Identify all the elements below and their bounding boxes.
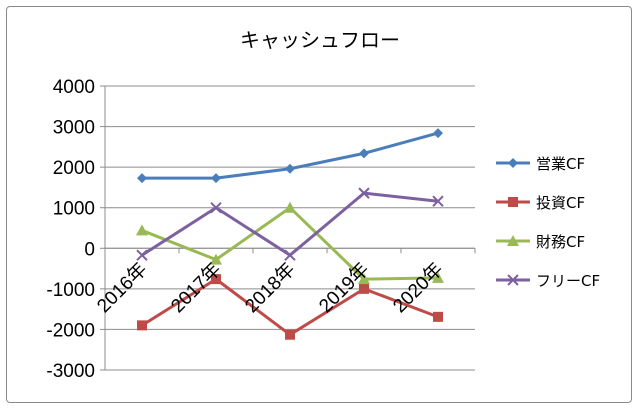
marker-stroke — [136, 249, 148, 261]
legend-entry: フリーCF — [496, 272, 600, 290]
data-point-marker — [285, 163, 295, 174]
data-series — [136, 128, 444, 340]
y-tick-label: 2000 — [53, 158, 95, 179]
data-point-marker — [359, 148, 369, 159]
data-point-marker — [507, 274, 519, 286]
y-axis-tick-labels: 4000 3000 2000 1000 0 -1000 -2000 -3000 — [46, 77, 95, 382]
legend: 営業CF 投資CF 財務CF フリーCF — [496, 155, 600, 290]
marker-stroke — [432, 195, 444, 207]
x-tick-label: 2017年 — [167, 258, 226, 317]
y-tick-label: 0 — [84, 239, 95, 260]
chart-title: キャッシュフロー — [240, 28, 400, 52]
legend-entry: 投資CF — [496, 194, 585, 212]
data-point-marker — [358, 187, 370, 199]
series-投資CF — [137, 274, 443, 340]
x-axis-tick-labels: 2016年 2017年 2018年 2019年 2020年 — [93, 258, 448, 317]
y-tick-label: -1000 — [46, 280, 95, 301]
chart-frame — [6, 6, 632, 403]
data-point-marker — [284, 249, 296, 261]
data-point-marker — [507, 235, 519, 246]
legend-entry: 財務CF — [496, 233, 585, 251]
legend-label: 営業CF — [536, 155, 585, 173]
data-point-marker — [137, 320, 147, 331]
data-point-marker — [432, 195, 444, 207]
legend-label: 財務CF — [536, 233, 585, 251]
data-point-marker — [508, 158, 518, 168]
data-point-marker — [284, 201, 296, 213]
y-tick-label: 4000 — [53, 77, 95, 98]
marker-stroke — [210, 202, 222, 214]
legend-label: フリーCF — [536, 272, 600, 290]
series-財務CF — [136, 201, 444, 285]
data-point-marker — [433, 128, 443, 139]
data-point-marker — [432, 271, 444, 283]
series-フリーCF — [136, 187, 444, 261]
y-tick-label: -2000 — [46, 320, 95, 341]
data-point-marker — [433, 311, 443, 322]
x-tick-label: 2018年 — [241, 258, 300, 317]
data-point-marker — [211, 274, 221, 285]
data-point-marker — [359, 283, 369, 294]
legend-label: 投資CF — [536, 194, 585, 212]
legend-entry: 営業CF — [496, 155, 585, 173]
data-point-marker — [210, 202, 222, 214]
data-point-marker — [508, 197, 518, 207]
data-point-marker — [136, 224, 148, 236]
grid-lines — [105, 85, 475, 371]
data-point-marker — [210, 253, 222, 265]
y-tick-label: 3000 — [53, 118, 95, 139]
marker-stroke — [507, 274, 519, 286]
data-point-marker — [211, 173, 221, 184]
data-point-marker — [136, 249, 148, 261]
data-point-marker — [358, 273, 370, 285]
x-tick-label: 2016年 — [93, 258, 152, 317]
axes — [100, 85, 476, 371]
marker-stroke — [284, 249, 296, 261]
y-tick-label: 1000 — [53, 199, 95, 220]
series-営業CF — [137, 128, 443, 184]
data-point-marker — [137, 173, 147, 184]
marker-stroke — [358, 187, 370, 199]
data-point-marker — [285, 329, 295, 340]
y-tick-label: -3000 — [46, 361, 95, 382]
